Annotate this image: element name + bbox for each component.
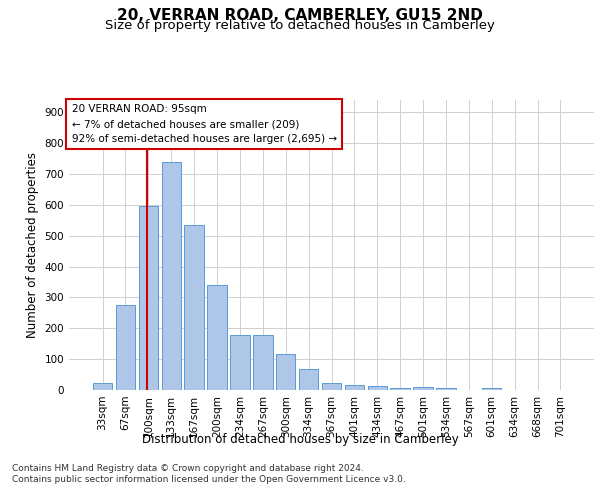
Text: 20, VERRAN ROAD, CAMBERLEY, GU15 2ND: 20, VERRAN ROAD, CAMBERLEY, GU15 2ND [117, 8, 483, 22]
Bar [161, 162, 181, 390]
Bar [482, 388, 502, 390]
Bar [413, 387, 433, 390]
Bar [230, 335, 250, 390]
Bar [116, 305, 135, 390]
Bar [208, 285, 227, 390]
Text: Size of property relative to detached houses in Camberley: Size of property relative to detached ho… [105, 19, 495, 32]
Bar [253, 335, 272, 390]
Bar [184, 225, 204, 390]
Text: Contains HM Land Registry data © Crown copyright and database right 2024.: Contains HM Land Registry data © Crown c… [12, 464, 364, 473]
Bar [436, 388, 455, 390]
Bar [139, 206, 158, 390]
Bar [93, 383, 112, 390]
Bar [276, 354, 295, 390]
Text: 20 VERRAN ROAD: 95sqm
← 7% of detached houses are smaller (209)
92% of semi-deta: 20 VERRAN ROAD: 95sqm ← 7% of detached h… [71, 104, 337, 144]
Bar [299, 369, 319, 390]
Bar [391, 388, 410, 390]
Bar [368, 386, 387, 390]
Text: Contains public sector information licensed under the Open Government Licence v3: Contains public sector information licen… [12, 475, 406, 484]
Y-axis label: Number of detached properties: Number of detached properties [26, 152, 39, 338]
Text: Distribution of detached houses by size in Camberley: Distribution of detached houses by size … [142, 432, 458, 446]
Bar [322, 383, 341, 390]
Bar [344, 386, 364, 390]
